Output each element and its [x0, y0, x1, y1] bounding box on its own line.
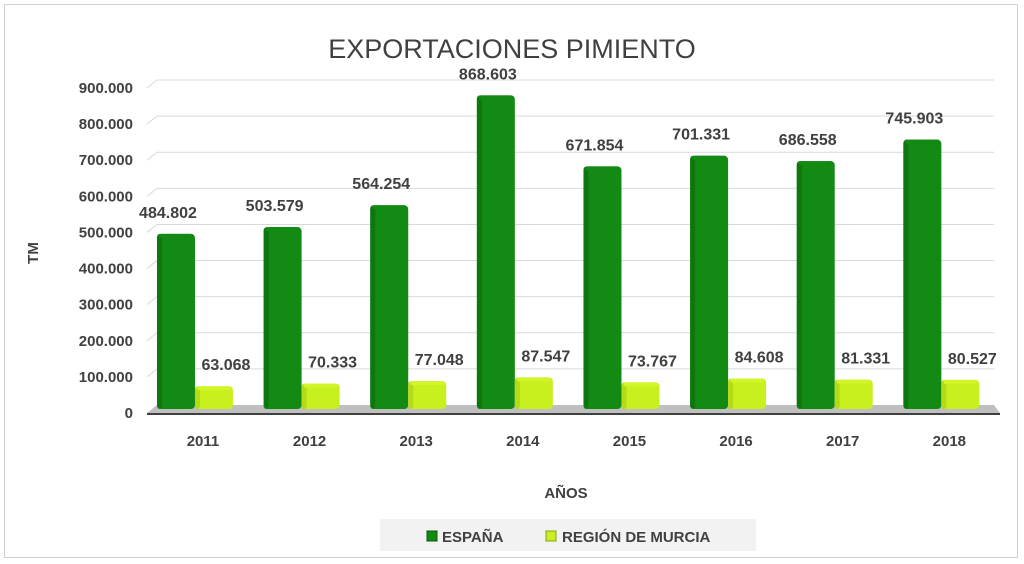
legend-label-murcia: REGIÓN DE MURCIA: [562, 528, 711, 546]
x-tick-label: 2012: [293, 433, 326, 450]
bar-top: [798, 161, 833, 166]
y-tick-label: 800.000: [79, 116, 133, 133]
bar-shade: [903, 139, 909, 410]
bar-shade: [408, 381, 414, 409]
bar-espana: [690, 155, 729, 409]
bar-top: [196, 386, 231, 391]
y-tick-label: 0: [125, 405, 133, 422]
bar-espana: [476, 95, 515, 410]
legend-label-espana: ESPAÑA: [442, 528, 504, 546]
x-tick-label: 2018: [933, 433, 966, 450]
chart-frame: [4, 4, 1018, 558]
bar-murcia: [194, 386, 233, 409]
x-tick-label: 2017: [826, 433, 859, 450]
x-tick-label: 2016: [719, 433, 752, 450]
data-label: 81.331: [841, 351, 890, 368]
bar-shade: [514, 377, 520, 409]
bar-top: [372, 205, 407, 210]
x-tick-label: 2011: [187, 433, 220, 450]
legend-swatch-murcia: [545, 530, 557, 542]
bar-shade: [301, 383, 307, 409]
bar-top: [158, 233, 193, 238]
x-tick-label: 2014: [506, 433, 540, 450]
bar-shade: [728, 378, 734, 409]
x-axis-label: AÑOS: [544, 484, 587, 502]
data-label: 701.331: [672, 127, 730, 144]
legend: ESPAÑA REGIÓN DE MURCIA: [380, 519, 756, 551]
y-tick-label: 500.000: [79, 224, 133, 241]
bar-shade: [690, 155, 696, 409]
bar-top: [730, 378, 765, 383]
bar-top: [303, 383, 338, 388]
bar-shade: [476, 95, 482, 410]
data-label: 84.608: [735, 349, 784, 366]
bar-top: [623, 382, 658, 387]
gridline: [146, 79, 994, 89]
y-axis-label: TM: [25, 242, 42, 264]
y-tick-label: 100.000: [79, 369, 133, 386]
bar-shade: [370, 205, 376, 409]
bar-murcia: [834, 379, 873, 409]
bar-shade: [941, 379, 947, 409]
data-label: 77.048: [415, 352, 464, 369]
chart-floor: [147, 405, 1000, 413]
data-label: 686.558: [779, 132, 837, 149]
bar-shade: [796, 161, 802, 409]
data-label: 73.767: [628, 353, 677, 370]
data-label: 503.579: [246, 198, 304, 215]
y-tick-label: 900.000: [79, 80, 133, 97]
data-label: 80.527: [948, 351, 997, 368]
data-label: 745.903: [885, 111, 943, 128]
bar-murcia: [728, 378, 767, 409]
bar-top: [585, 166, 620, 171]
bar-shade: [583, 166, 589, 409]
bar-top: [692, 155, 727, 160]
bar-top: [516, 377, 551, 382]
data-label: 70.333: [308, 355, 357, 372]
bar-espana: [370, 205, 409, 409]
gridline: [146, 151, 994, 161]
bar-top: [836, 379, 871, 384]
data-label: 564.254: [352, 176, 410, 193]
bar-top: [410, 381, 445, 386]
bar-espana: [263, 227, 302, 409]
y-tick-label: 600.000: [79, 188, 133, 205]
data-label: 87.547: [521, 348, 570, 365]
bar-shade: [156, 233, 162, 409]
bar-shade: [834, 379, 840, 409]
data-label: 63.068: [202, 357, 251, 374]
gridline: [146, 115, 994, 125]
legend-swatch-espana: [426, 530, 438, 542]
bar-murcia: [621, 382, 660, 409]
y-tick-label: 300.000: [79, 297, 133, 314]
data-label: 868.603: [459, 66, 517, 83]
gridline: [146, 187, 994, 197]
bar-murcia: [408, 381, 447, 409]
bar-shade: [263, 227, 269, 409]
y-tick-label: 700.000: [79, 152, 133, 169]
data-label: 484.802: [139, 205, 197, 222]
bar-shade: [194, 386, 200, 409]
bar-top: [943, 379, 978, 384]
bar-espana: [796, 161, 835, 409]
chart-title: EXPORTACIONES PIMIENTO: [328, 34, 696, 64]
y-tick-label: 200.000: [79, 333, 133, 350]
bar-espana: [156, 233, 195, 409]
bar-top: [478, 95, 513, 100]
x-tick-label: 2015: [613, 433, 646, 450]
bar-top: [265, 227, 300, 232]
data-label: 671.854: [566, 137, 624, 154]
bar-murcia: [941, 379, 980, 409]
bar-top: [905, 139, 940, 144]
y-tick-label: 400.000: [79, 261, 133, 278]
x-tick-label: 2013: [400, 433, 433, 450]
bar-murcia: [514, 377, 553, 409]
bar-murcia: [301, 383, 340, 409]
bar-espana: [903, 139, 942, 410]
bar-shade: [621, 382, 627, 409]
bar-espana: [583, 166, 622, 409]
